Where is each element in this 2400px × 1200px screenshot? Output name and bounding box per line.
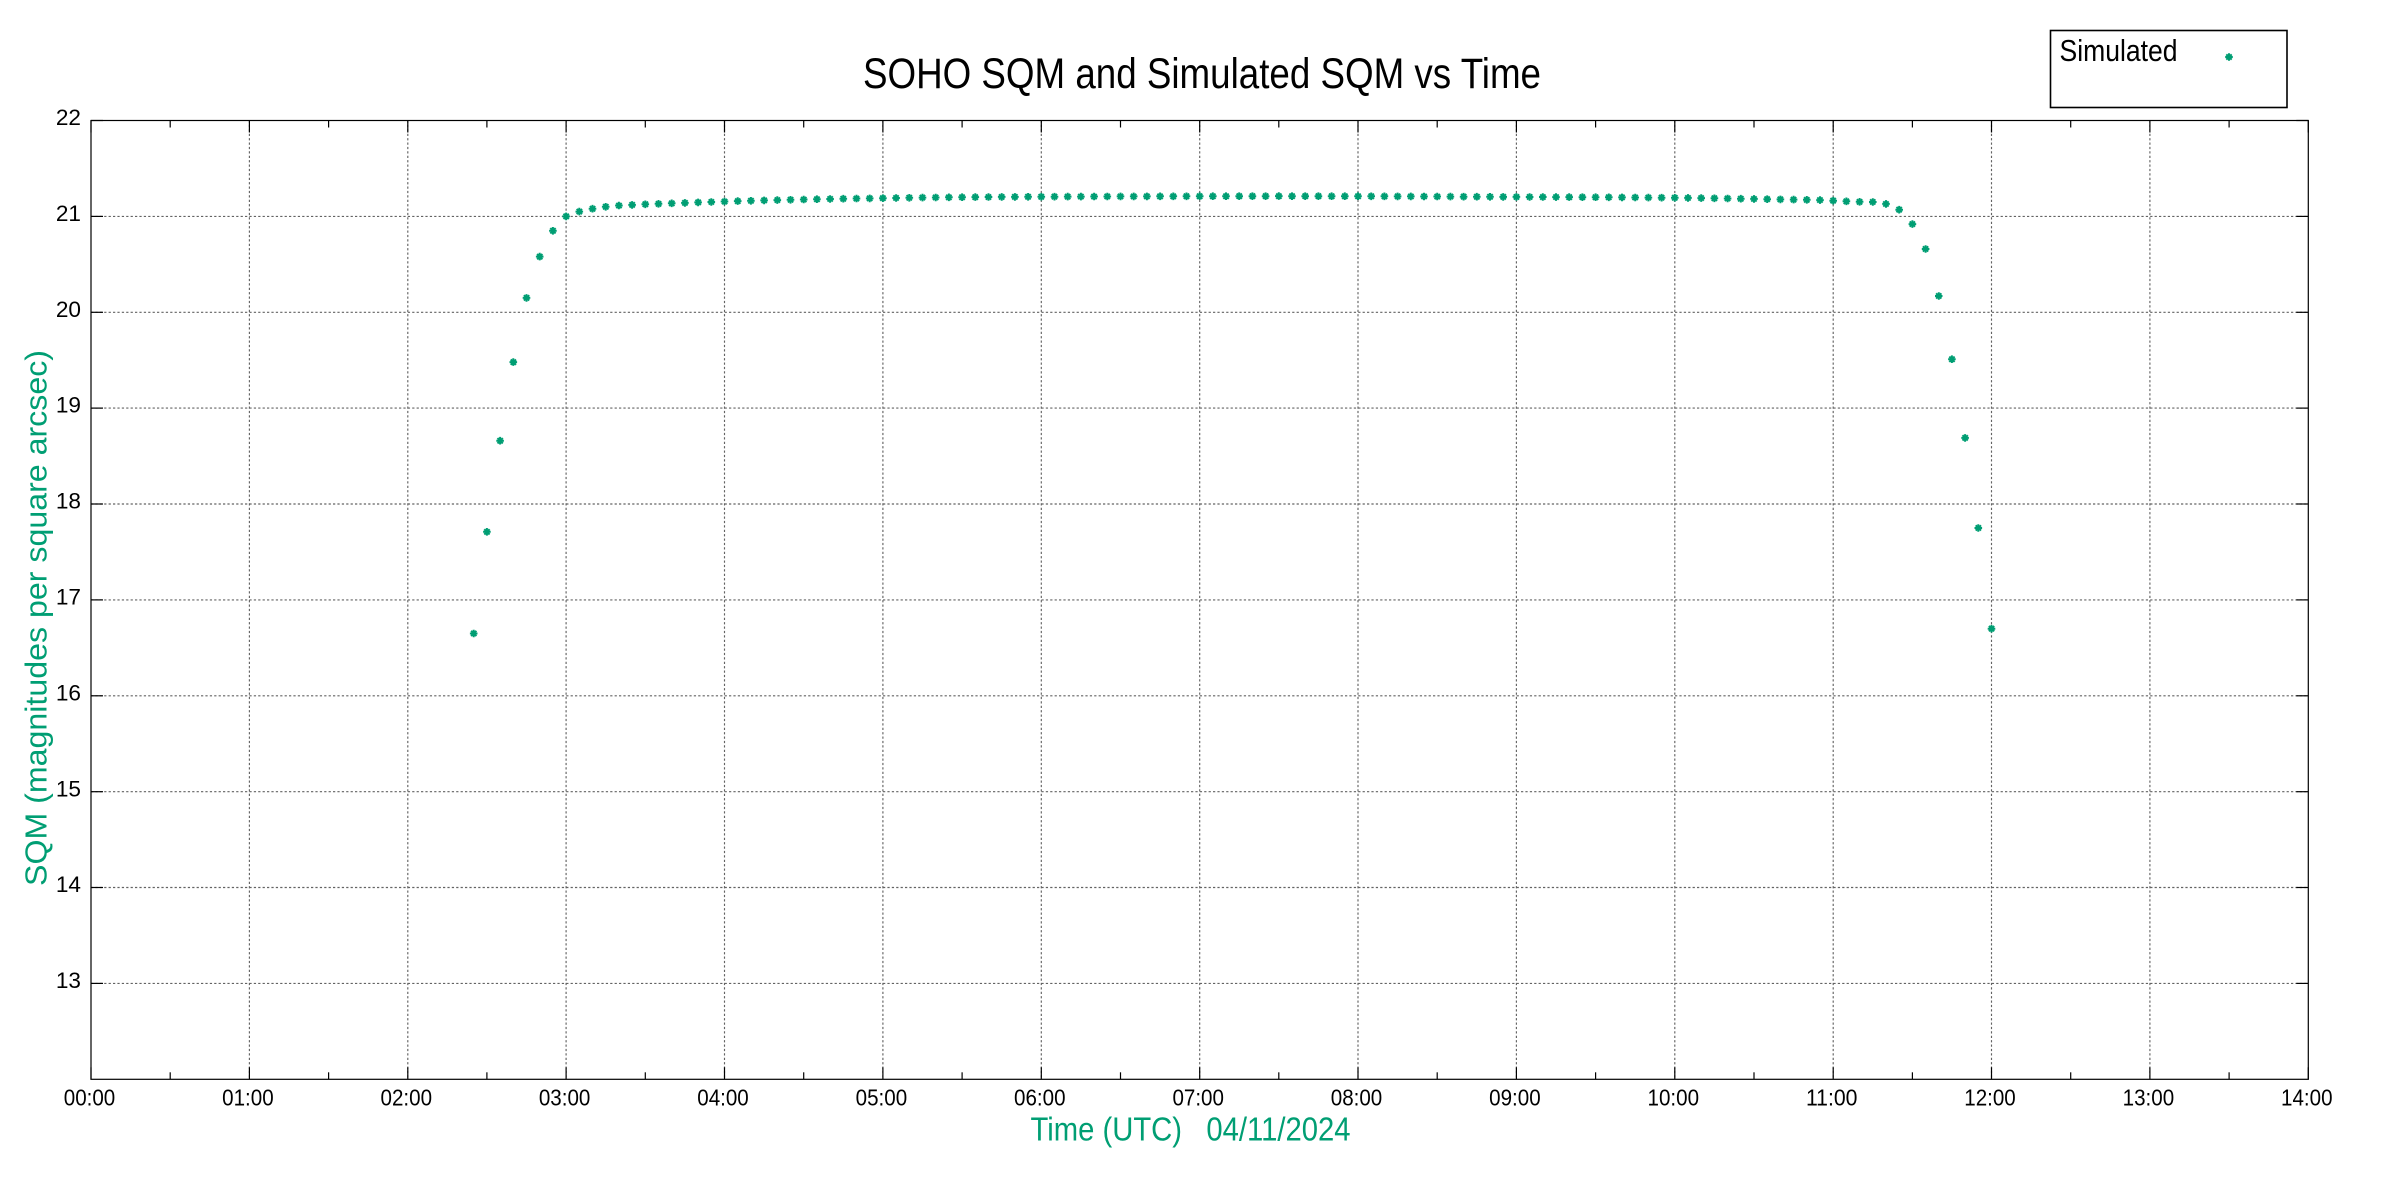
svg-text:05:00: 05:00 — [856, 1085, 908, 1111]
svg-text:22: 22 — [56, 105, 81, 130]
svg-text:03:00: 03:00 — [539, 1085, 591, 1111]
svg-text:15: 15 — [56, 776, 81, 801]
svg-text:06:00: 06:00 — [1014, 1085, 1066, 1111]
svg-text:18: 18 — [56, 489, 81, 514]
svg-text:10:00: 10:00 — [1648, 1085, 1700, 1111]
svg-text:14: 14 — [56, 872, 81, 897]
svg-text:11:00: 11:00 — [1806, 1085, 1858, 1111]
svg-text:14:00: 14:00 — [2281, 1085, 2333, 1111]
svg-text:04:00: 04:00 — [697, 1085, 749, 1111]
svg-text:02:00: 02:00 — [381, 1085, 433, 1111]
svg-text:00:00: 00:00 — [64, 1085, 116, 1111]
svg-text:20: 20 — [56, 297, 81, 322]
svg-text:SOHO SQM and Simulated SQM vs: SOHO SQM and Simulated SQM vs Time — [863, 51, 1541, 98]
svg-text:Simulated: Simulated — [2060, 34, 2178, 68]
svg-text:12:00: 12:00 — [1964, 1085, 2016, 1111]
svg-text:16: 16 — [56, 680, 81, 705]
svg-text:07:00: 07:00 — [1172, 1085, 1224, 1111]
svg-text:21: 21 — [56, 201, 81, 226]
svg-text:09:00: 09:00 — [1489, 1085, 1541, 1111]
svg-text:13:00: 13:00 — [2123, 1085, 2175, 1111]
svg-text:13: 13 — [56, 968, 81, 993]
svg-text:08:00: 08:00 — [1331, 1085, 1383, 1111]
svg-text:01:00: 01:00 — [222, 1085, 274, 1111]
svg-text:19: 19 — [56, 393, 81, 418]
svg-text:17: 17 — [56, 585, 81, 610]
svg-text:Time (UTC) 04/11/2024: Time (UTC) 04/11/2024 — [1031, 1112, 1351, 1149]
svg-text:SQM (magnitudes per square arc: SQM (magnitudes per square arcsec) — [20, 350, 54, 886]
